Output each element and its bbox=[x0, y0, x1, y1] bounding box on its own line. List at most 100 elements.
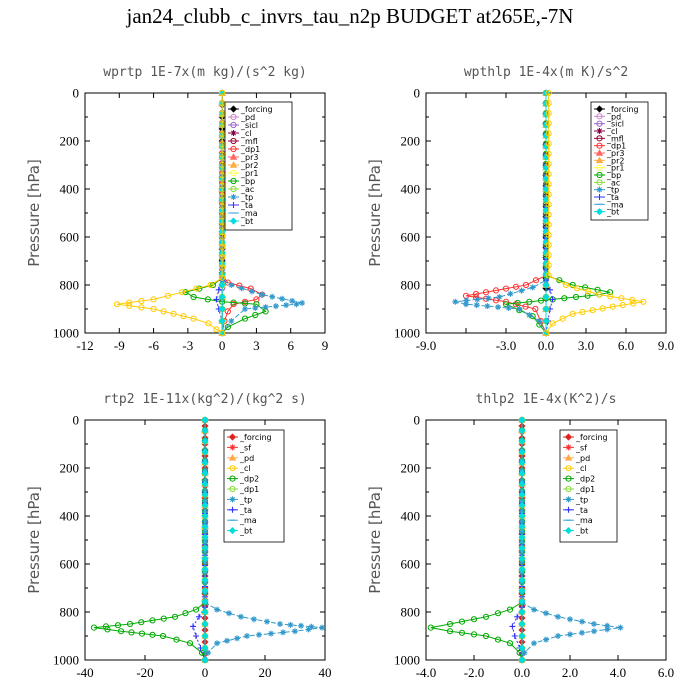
data-point bbox=[252, 305, 259, 312]
data-point bbox=[526, 312, 533, 318]
legend-marker bbox=[229, 153, 238, 160]
legend-marker bbox=[596, 113, 603, 120]
data-point bbox=[228, 318, 235, 324]
legend-marker bbox=[596, 164, 603, 171]
y-tick-label: 0 bbox=[414, 86, 421, 101]
data-point bbox=[458, 629, 466, 636]
legend-marker bbox=[596, 142, 603, 149]
data-point bbox=[569, 281, 576, 289]
data-point bbox=[518, 587, 526, 595]
data-point bbox=[545, 89, 552, 97]
y-tick-label: 1000 bbox=[53, 653, 79, 668]
data-point bbox=[518, 427, 526, 435]
data-point bbox=[545, 110, 552, 117]
data-point bbox=[171, 613, 179, 620]
data-point bbox=[579, 629, 585, 636]
data-point bbox=[248, 288, 255, 295]
legend-label: _ta bbox=[239, 506, 252, 515]
data-point bbox=[555, 633, 561, 639]
data-point bbox=[599, 305, 606, 312]
data-point bbox=[319, 624, 325, 631]
y-tick-label: 1000 bbox=[53, 326, 79, 341]
data-point bbox=[102, 623, 110, 630]
data-point bbox=[545, 170, 552, 178]
data-point bbox=[201, 448, 209, 456]
data-point bbox=[596, 291, 603, 298]
data-point bbox=[159, 632, 167, 640]
data-point bbox=[164, 292, 171, 299]
data-point bbox=[545, 221, 552, 228]
panel-wprtp: wprtp 1E-7x(m kg)/(s^2 kg) Pressure [hPa]… bbox=[25, 65, 328, 353]
data-point bbox=[234, 635, 240, 642]
data-point bbox=[201, 656, 209, 664]
data-point bbox=[280, 629, 286, 636]
series-unlabeled bbox=[542, 89, 647, 337]
legend-marker bbox=[230, 145, 237, 153]
data-point bbox=[201, 597, 209, 605]
data-point bbox=[579, 308, 586, 316]
legend-label: _pr1 bbox=[606, 164, 624, 173]
figure-title: jan24_clubb_c_invrs_tau_n2p BUDGET at265… bbox=[126, 4, 574, 28]
data-point bbox=[518, 480, 526, 488]
data-point bbox=[559, 315, 566, 322]
legend-marker bbox=[230, 194, 237, 200]
legend-label: _forcing bbox=[240, 105, 273, 114]
data-point bbox=[298, 622, 304, 629]
x-tick-label: -9 bbox=[114, 338, 125, 353]
data-point bbox=[512, 283, 520, 290]
data-point bbox=[543, 610, 549, 617]
legend-marker bbox=[229, 465, 236, 472]
legend-label: _dp1 bbox=[606, 142, 626, 151]
legend: _forcing_sf _pd_cl _dp2_dp1_tp _ta_ma _bt bbox=[559, 429, 618, 543]
data-point bbox=[545, 150, 552, 157]
y-tick-label: 400 bbox=[401, 509, 421, 524]
data-point bbox=[529, 284, 536, 291]
data-point bbox=[502, 301, 510, 308]
data-point bbox=[492, 287, 500, 294]
data-point bbox=[518, 512, 526, 520]
legend-marker bbox=[596, 135, 603, 142]
legend-label: _sicl bbox=[240, 121, 258, 130]
legend-label: _cl bbox=[606, 127, 618, 136]
legend-marker bbox=[596, 128, 603, 134]
data-point bbox=[113, 301, 121, 308]
legend-label: _bt bbox=[240, 217, 253, 226]
data-point bbox=[506, 606, 514, 613]
x-tick-label: 0 bbox=[202, 665, 209, 680]
data-point bbox=[283, 302, 290, 309]
data-point bbox=[287, 621, 294, 628]
data-point bbox=[244, 633, 250, 639]
legend-label: _cl bbox=[239, 464, 251, 473]
data-point bbox=[207, 281, 214, 289]
data-point bbox=[518, 632, 526, 640]
data-point bbox=[507, 290, 514, 297]
legend-marker bbox=[229, 496, 236, 503]
data-point bbox=[518, 448, 526, 456]
legend-label: _mfl bbox=[606, 134, 624, 143]
data-point bbox=[536, 318, 543, 324]
legend-marker bbox=[228, 453, 237, 461]
legend-label: _bt bbox=[575, 527, 588, 536]
data-point bbox=[545, 272, 552, 279]
data-point bbox=[190, 315, 197, 322]
legend-label: _bp bbox=[606, 171, 621, 180]
legend-label: _pd bbox=[239, 454, 254, 463]
data-point bbox=[545, 140, 552, 147]
legend-label: _ta bbox=[240, 201, 253, 210]
x-tick-label: 40 bbox=[319, 665, 332, 680]
data-point bbox=[518, 656, 526, 664]
data-point bbox=[470, 616, 478, 623]
data-point bbox=[555, 613, 561, 620]
data-point bbox=[446, 620, 454, 628]
data-point bbox=[262, 304, 269, 311]
data-point bbox=[505, 305, 512, 312]
data-point bbox=[201, 523, 209, 531]
legend: _forcing_pd_sicl_cl_mfl_dp1_pr3_pr2_pr1_… bbox=[590, 101, 649, 221]
y-tick-label: 800 bbox=[60, 605, 80, 620]
data-point bbox=[279, 295, 286, 302]
data-point bbox=[473, 302, 480, 309]
data-point bbox=[201, 437, 209, 445]
legend-label: _bp bbox=[240, 177, 255, 186]
data-point bbox=[219, 89, 226, 97]
legend-label: _forcing bbox=[239, 433, 272, 442]
